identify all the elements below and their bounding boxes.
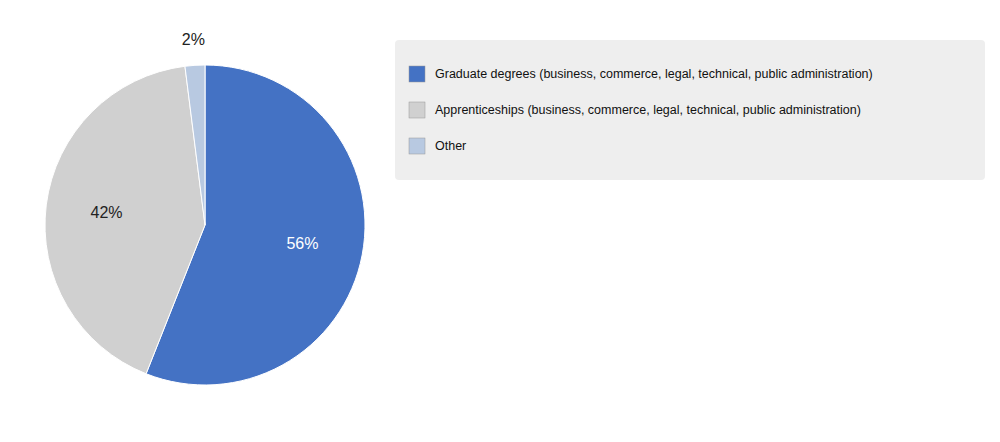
legend-label: Graduate degrees (business, commerce, le… <box>435 67 873 81</box>
pie <box>45 65 365 385</box>
legend: Graduate degrees (business, commerce, le… <box>395 40 985 180</box>
data-label: 56% <box>286 235 318 252</box>
legend-swatch <box>409 102 425 118</box>
legend-swatch <box>409 138 425 154</box>
legend-box <box>395 40 985 180</box>
chart: 56% 42% 2% Graduate degrees (business, comm… <box>0 0 1000 442</box>
data-label: 2% <box>182 31 205 48</box>
pie-slice <box>185 65 205 225</box>
legend-label: Other <box>435 139 466 153</box>
legend-swatch <box>409 66 425 82</box>
data-labels: 56% 42% 2% <box>91 31 319 252</box>
legend-label: Apprenticeships (business, commerce, leg… <box>435 103 861 117</box>
pie-slice <box>45 66 205 374</box>
data-label: 42% <box>91 204 123 221</box>
